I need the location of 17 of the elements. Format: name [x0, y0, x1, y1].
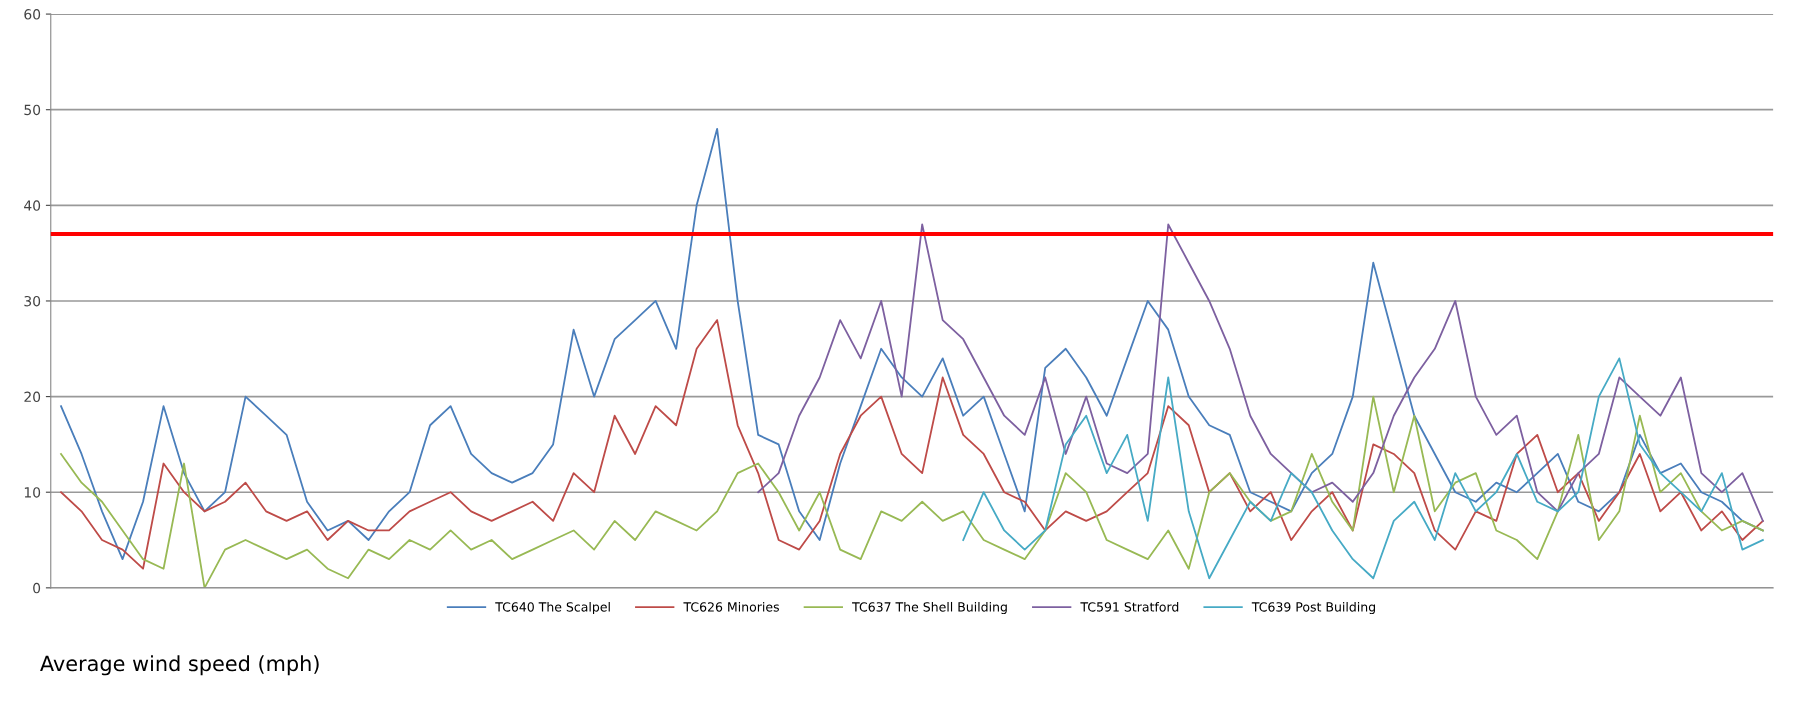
legend-label: TC626 Minories — [683, 601, 779, 612]
text: Average wind speed (mph) — [40, 655, 319, 676]
y-tick-label: 40 — [24, 200, 41, 211]
line-series — [962, 357, 1764, 580]
legend-label: TC591 Stratford — [1080, 601, 1179, 612]
y-tick-label: 60 — [24, 9, 41, 20]
y-tick-label: 10 — [24, 487, 41, 498]
line-series — [60, 319, 1764, 570]
legend-label: TC640 The Scalpel — [495, 601, 610, 615]
legend-label: TC637 The Shell Building — [852, 601, 1007, 615]
y-tick-label: 20 — [24, 391, 41, 403]
legend-label: TC639 Post Building — [1251, 601, 1375, 615]
y-tick-label: 0 — [33, 582, 41, 594]
y-tick-label: 50 — [24, 104, 41, 116]
y-tick-label: 30 — [24, 295, 41, 307]
line-series — [757, 223, 1764, 522]
line-series — [60, 395, 1764, 588]
